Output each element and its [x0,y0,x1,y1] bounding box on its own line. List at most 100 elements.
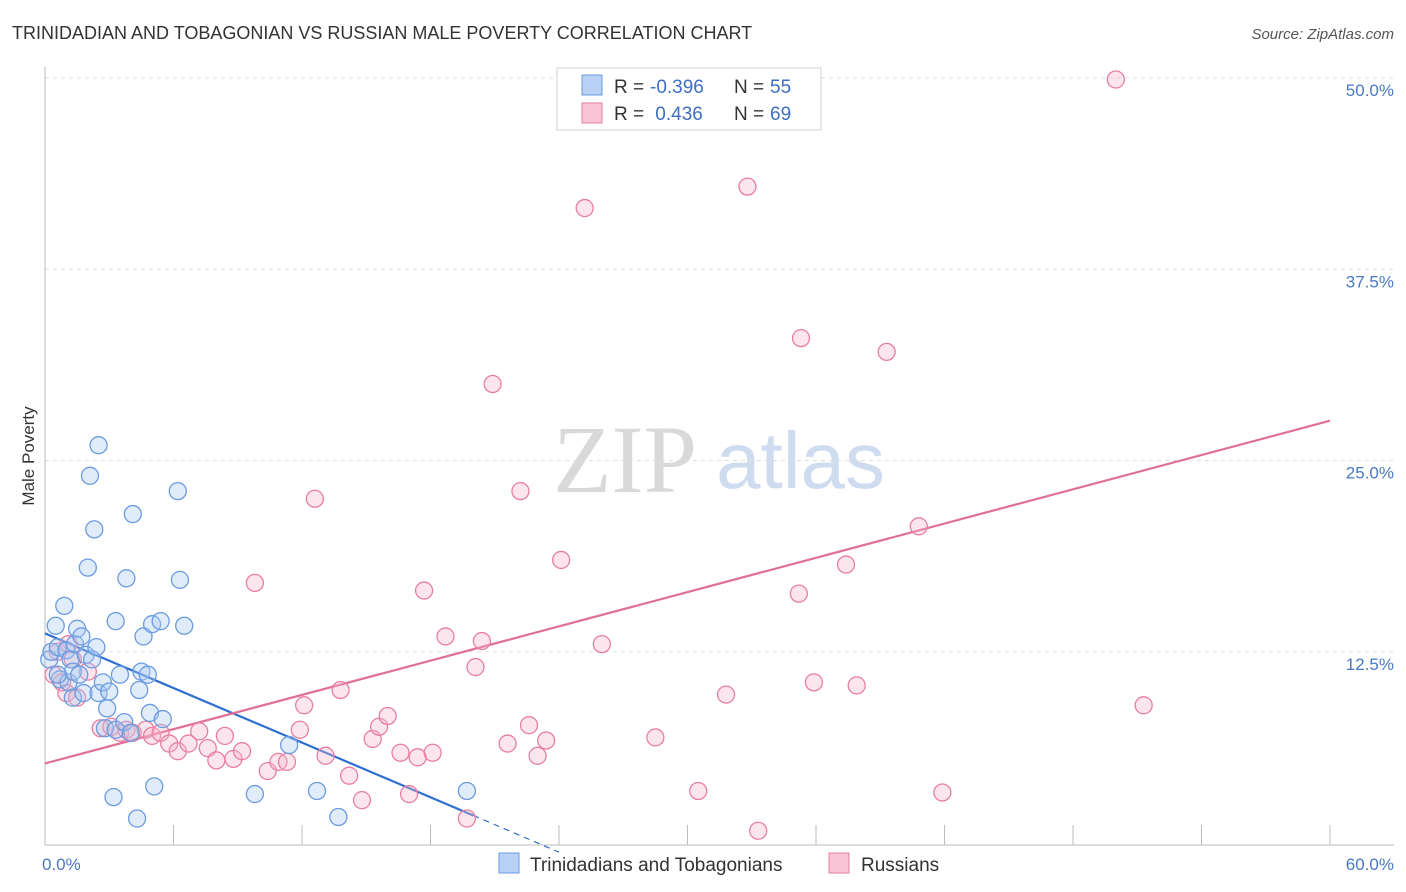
point-1-60 [716,685,736,704]
point-1-50 [511,481,530,501]
point-1-35 [352,791,372,810]
legend-r-value-1: -0.396 [650,77,704,98]
point-0-50 [279,735,299,755]
point-0-40 [138,665,157,684]
point-1-64 [804,673,824,692]
point-1-45 [457,809,477,828]
point-1-66 [847,676,866,695]
point-0-14 [72,627,91,646]
point-1-28 [277,752,297,772]
trend-line-0 [44,632,474,817]
watermark-zip: ZIP [553,406,697,513]
point-0-22 [89,436,108,455]
point-1-40 [399,784,419,804]
point-1-30 [294,696,314,715]
point-1-55 [575,198,594,218]
point-0-52 [329,807,348,827]
series-legend-swatch-russian [828,852,850,874]
y-tick-label-2: 37.5% [1346,272,1394,291]
point-1-21 [207,751,226,770]
point-0-53 [457,781,477,801]
point-1-68 [909,517,928,536]
point-0-43 [145,777,164,796]
point-1-44 [436,627,455,646]
point-0-26 [97,699,117,718]
point-0-33 [117,569,136,588]
point-1-58 [646,728,665,747]
legend-swatch-russian [581,102,603,124]
trend-line-ext-0 [473,814,560,853]
point-1-71 [1134,696,1153,715]
point-1-33 [331,680,350,700]
trend-lines [44,419,1331,853]
legend-swatch-trinidadian [581,74,603,96]
point-1-54 [551,550,571,570]
point-0-20 [85,520,104,539]
point-0-48 [175,616,194,635]
point-0-31 [110,665,130,684]
y-tick-label-1: 25.0% [1346,464,1394,483]
point-1-48 [483,374,502,394]
point-1-69 [933,783,952,802]
legend-r-label-1: R = [614,77,644,98]
point-1-53 [537,731,556,750]
point-0-21 [87,638,106,657]
point-0-13 [70,665,89,684]
point-1-65 [836,555,856,574]
point-0-2 [46,616,65,635]
point-0-10 [63,688,82,707]
y-tick-label-0: 12.5% [1346,655,1394,674]
point-0-54 [48,665,67,684]
axes [44,67,1394,846]
y-tick-label-3: 50.0% [1346,81,1394,100]
series-legend-label-russian: Russians [861,855,939,876]
grid-lines [45,77,1394,653]
point-0-5 [55,596,74,615]
watermark: ZIP atlas [553,406,885,513]
point-0-17 [78,558,97,577]
point-0-49 [245,784,265,804]
point-0-15 [74,683,93,703]
point-1-22 [215,726,235,746]
point-1-42 [414,581,434,600]
x-tick-label-max: 60.0% [1346,855,1394,874]
point-1-25 [245,573,265,593]
tick-labels: 12.5% 25.0% 37.5% 50.0% 0.0% 60.0% [42,81,1394,874]
point-1-51 [519,716,539,735]
point-0-32 [115,712,134,732]
legend-n-label-1: N = [734,77,764,98]
point-1-19 [190,722,209,741]
point-1-43 [423,743,442,762]
point-0-46 [168,481,187,501]
point-1-70 [1106,70,1125,89]
point-1-67 [877,342,896,362]
point-1-56 [592,634,611,654]
chart-source: Source: ZipAtlas.com [1251,26,1394,43]
y-axis-label: Male Poverty [19,406,38,506]
point-1-29 [290,720,310,739]
point-0-47 [170,570,190,589]
point-0-28 [104,787,123,807]
point-1-52 [528,746,547,765]
chart-title: TRINIDADIAN AND TOBAGONIAN VS RUSSIAN MA… [12,23,752,43]
x-tick-label-min: 0.0% [42,855,81,874]
point-1-18 [179,734,198,753]
series-points-1 [44,70,1153,840]
point-1-31 [305,489,325,508]
stats-legend: R = -0.396 N = 55 R = 0.436 N = 69 [556,67,822,131]
point-1-39 [391,743,410,762]
legend-r-value-2: 0.436 [650,104,703,125]
point-1-46 [466,657,485,677]
series-points-0 [40,436,477,828]
point-1-34 [339,766,359,785]
point-0-37 [130,680,149,700]
point-1-63 [789,584,809,603]
point-1-59 [689,781,708,801]
point-1-32 [316,746,335,765]
legend-n-label-2: N = [734,104,764,125]
point-0-44 [151,612,170,631]
point-0-36 [127,809,147,828]
point-0-27 [100,682,119,701]
point-1-61 [738,177,757,196]
series-legend: Trinidadians and Tobagonians Russians [498,852,939,876]
